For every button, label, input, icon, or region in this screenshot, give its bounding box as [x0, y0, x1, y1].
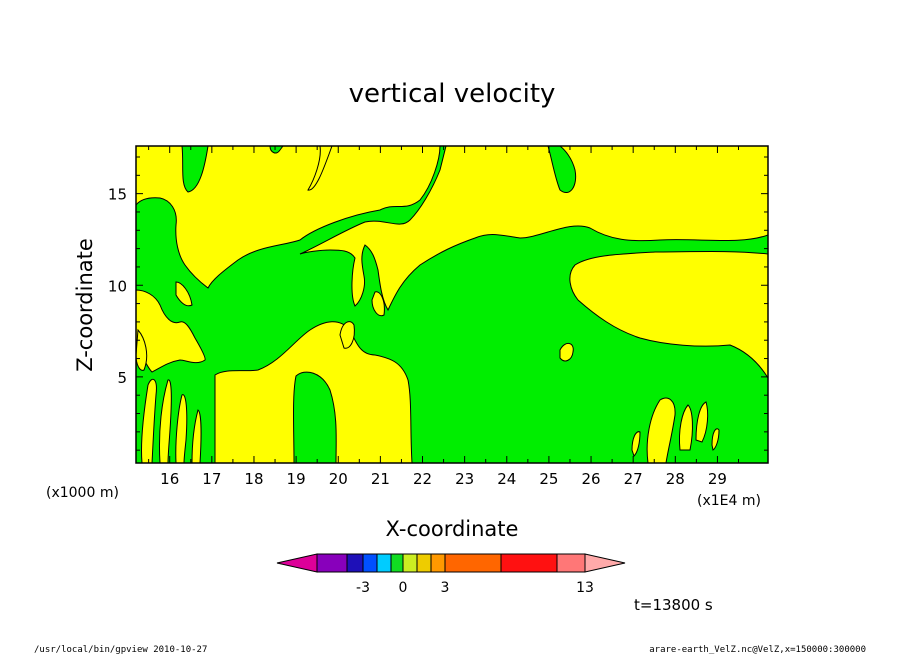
contour-region	[299, 146, 768, 312]
contour-region	[140, 378, 157, 463]
colorbar-segment	[390, 553, 404, 573]
footer-left: /usr/local/bin/gpview 2010-10-27	[34, 645, 207, 654]
colorbar-segment	[556, 553, 586, 573]
colorbar-segment	[500, 553, 558, 573]
colorbar-segment	[444, 553, 502, 573]
contour-region	[191, 409, 202, 463]
x-tick-label: 23	[455, 470, 474, 488]
chart-title: vertical velocity	[349, 79, 556, 109]
colorbar-label: 13	[576, 580, 594, 596]
colorbar-segment	[416, 553, 432, 573]
x-axis: 16 17 18 19 20 21 22 23 24 25 26 27 28 29	[148, 146, 740, 488]
x-tick-label: 28	[666, 470, 685, 488]
x-tick-label: 19	[287, 470, 306, 488]
colorbar-segment	[376, 553, 392, 573]
contour-region	[175, 394, 188, 463]
x-unit-right: (x1E4 m)	[697, 493, 761, 509]
contour-region	[214, 321, 413, 463]
contour-region	[136, 146, 441, 289]
contour-fills	[136, 146, 768, 463]
colorbar-segment	[402, 553, 418, 573]
contour-region	[175, 281, 193, 307]
contour-region	[631, 431, 641, 457]
y-axis-label: Z-coordinate	[73, 238, 97, 372]
y-tick-label: 10	[108, 277, 127, 295]
colorbar-segment	[346, 553, 364, 573]
colorbar-max-arrow	[584, 553, 626, 573]
contour-region	[646, 397, 676, 463]
contour-region	[339, 321, 355, 349]
colorbar-label: -3	[356, 580, 370, 596]
x-tick-label: 20	[329, 470, 348, 488]
footer-right: arare-earth_VelZ.nc@VelZ,x=150000:300000	[649, 645, 866, 654]
y-tick-label: 15	[108, 186, 127, 204]
colorbar-segment	[362, 553, 378, 573]
x-tick-label: 27	[624, 470, 643, 488]
contour-region	[679, 404, 693, 451]
x-tick-label: 18	[244, 470, 263, 488]
contour-region	[136, 289, 206, 373]
x-tick-label: 17	[202, 470, 221, 488]
contour-region	[371, 291, 385, 317]
colorbar: -3 0 3 13	[276, 553, 626, 596]
x-tick-label: 26	[581, 470, 600, 488]
contour-region	[158, 379, 172, 463]
contour-region	[711, 428, 720, 451]
x-tick-label: 16	[160, 470, 179, 488]
colorbar-segment	[316, 553, 348, 573]
contour-region	[547, 146, 577, 193]
plot-frame	[135, 145, 769, 464]
x-tick-label: 25	[539, 470, 558, 488]
contour-region	[307, 146, 333, 191]
x-tick-label: 24	[497, 470, 516, 488]
y-tick-label: 5	[117, 369, 127, 387]
colorbar-segment	[430, 553, 446, 573]
x-axis-label: X-coordinate	[386, 517, 519, 541]
x-tick-label: 29	[708, 470, 727, 488]
y-axis: 5 10 15	[108, 156, 768, 451]
colorbar-label: 0	[399, 580, 408, 596]
x-tick-label: 22	[413, 470, 432, 488]
contour-region	[559, 343, 574, 362]
x-tick-label: 21	[371, 470, 390, 488]
contour-region	[569, 251, 768, 379]
colorbar-label: 3	[441, 580, 450, 596]
colorbar-min-arrow	[276, 553, 318, 573]
time-label: t=13800 s	[634, 596, 713, 614]
contour-region	[695, 401, 709, 443]
x-unit-left: (x1000 m)	[46, 485, 119, 501]
